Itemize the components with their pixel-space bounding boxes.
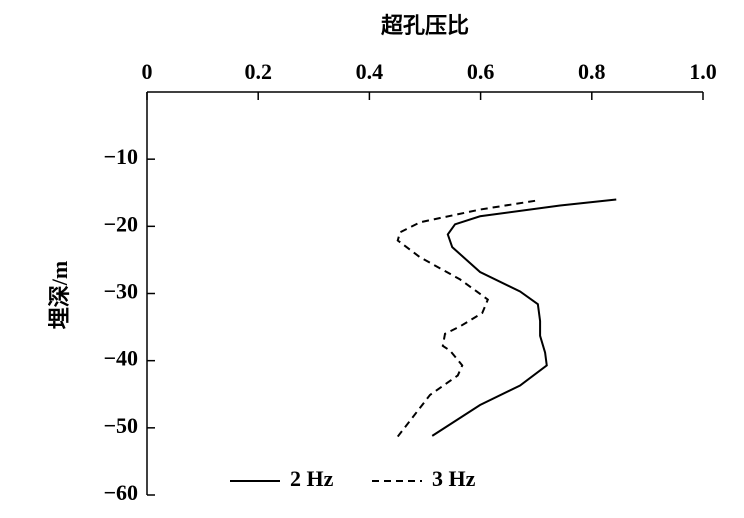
x-tick-label: 0.8: [578, 59, 606, 84]
x-tick-label: 0.2: [244, 59, 272, 84]
y-tick-label: −50: [103, 413, 138, 438]
x-tick-label: 0.6: [467, 59, 495, 84]
series-line: [431, 198, 617, 437]
x-tick-label: 0: [142, 59, 153, 84]
chart-title: 超孔压比: [381, 13, 469, 38]
x-tick-label: 1.0: [689, 59, 717, 84]
y-tick-label: −60: [103, 480, 138, 505]
y-tick-label: −40: [103, 346, 138, 371]
legend-label: 3 Hz: [432, 466, 476, 491]
y-tick-label: −30: [103, 279, 138, 304]
y-tick-label: −10: [103, 144, 138, 169]
legend-label: 2 Hz: [290, 466, 334, 491]
series-line: [396, 199, 536, 438]
y-tick-label: −20: [103, 211, 138, 236]
y-axis-label: 埋深/m: [47, 261, 72, 329]
x-tick-label: 0.4: [356, 59, 384, 84]
